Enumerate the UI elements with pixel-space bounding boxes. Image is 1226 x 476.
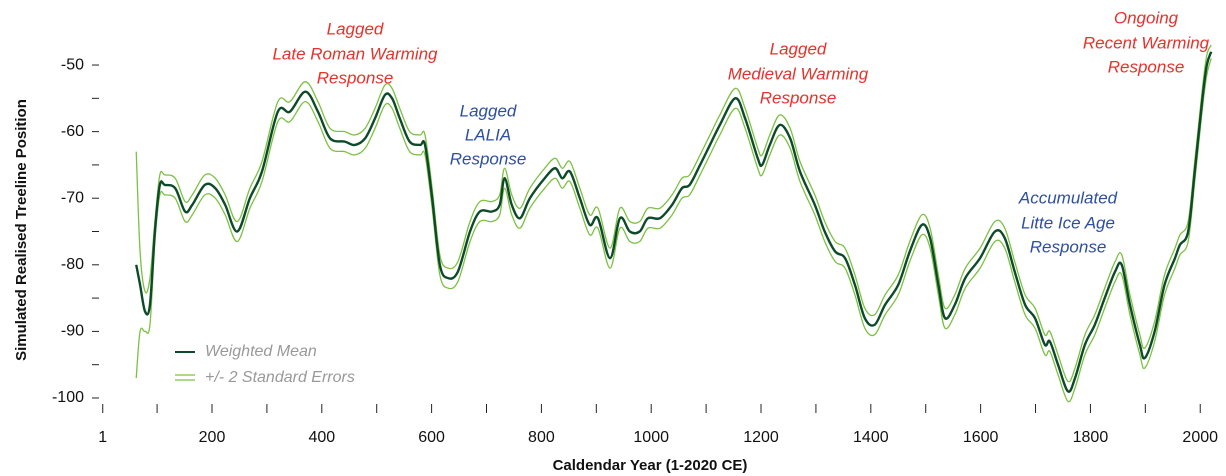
y-tick-label: -80	[61, 256, 84, 273]
x-tick-label: 1200	[743, 429, 779, 446]
annotation-line: Accumulated	[1018, 188, 1118, 207]
y-axis-label: Simulated Realised Treeline Position	[13, 99, 30, 361]
annotation-line: Response	[1030, 237, 1107, 256]
annotation-line: Medieval Warming	[728, 64, 869, 83]
annotation-line: Ongoing	[1114, 8, 1179, 27]
x-axis-label: Caldendar Year (1-2020 CE)	[553, 457, 748, 474]
annotation-line: LALIA	[465, 125, 511, 144]
annotation-line: Response	[450, 149, 527, 168]
annotation-line: Recent Warming	[1083, 33, 1210, 52]
annotation-line: Late Roman Warming	[272, 44, 438, 63]
y-tick-label: -90	[61, 323, 84, 340]
y-tick-label: -60	[61, 123, 84, 140]
annotation: Lagged LALIA Response	[450, 101, 527, 168]
annotation: Lagged Medieval Warming Response	[728, 39, 869, 107]
y-tick-label: -70	[61, 189, 84, 206]
upper-bound	[135, 44, 1212, 383]
legend-label: +/- 2 Standard Errors	[205, 369, 355, 386]
x-tick-label: 1000	[633, 429, 669, 446]
annotation-line: Response	[1108, 57, 1185, 76]
mean-line	[135, 51, 1213, 393]
annotation-line: Litte Ice Age	[1021, 213, 1115, 232]
annotation-line: Lagged	[327, 19, 384, 38]
y-tick-label: -50	[61, 56, 84, 73]
annotation: Accumulated Litte Ice Age Response	[1018, 188, 1118, 256]
x-tick-label: 1	[98, 429, 107, 446]
legend-label: Weighted Mean	[205, 343, 317, 360]
x-tick-label: 600	[418, 429, 445, 446]
annotation-line: Response	[317, 68, 394, 87]
x-tick-label: 400	[308, 429, 335, 446]
y-tick-label: -100	[52, 389, 84, 406]
annotation: Ongoing Recent Warming Response	[1083, 8, 1210, 76]
lower-bound	[135, 58, 1212, 403]
x-tick-label: 1600	[963, 429, 999, 446]
x-tick-label: 2000	[1182, 429, 1218, 446]
annotation-line: Response	[760, 88, 837, 107]
x-tick-label: 1400	[853, 429, 889, 446]
annotation-line: Lagged	[770, 39, 827, 58]
x-tick-label: 1800	[1073, 429, 1109, 446]
annotation: Lagged Late Roman Warming Response	[272, 19, 438, 87]
annotation-line: Lagged	[460, 101, 517, 120]
x-tick-label: 800	[528, 429, 555, 446]
x-tick-label: 200	[199, 429, 226, 446]
